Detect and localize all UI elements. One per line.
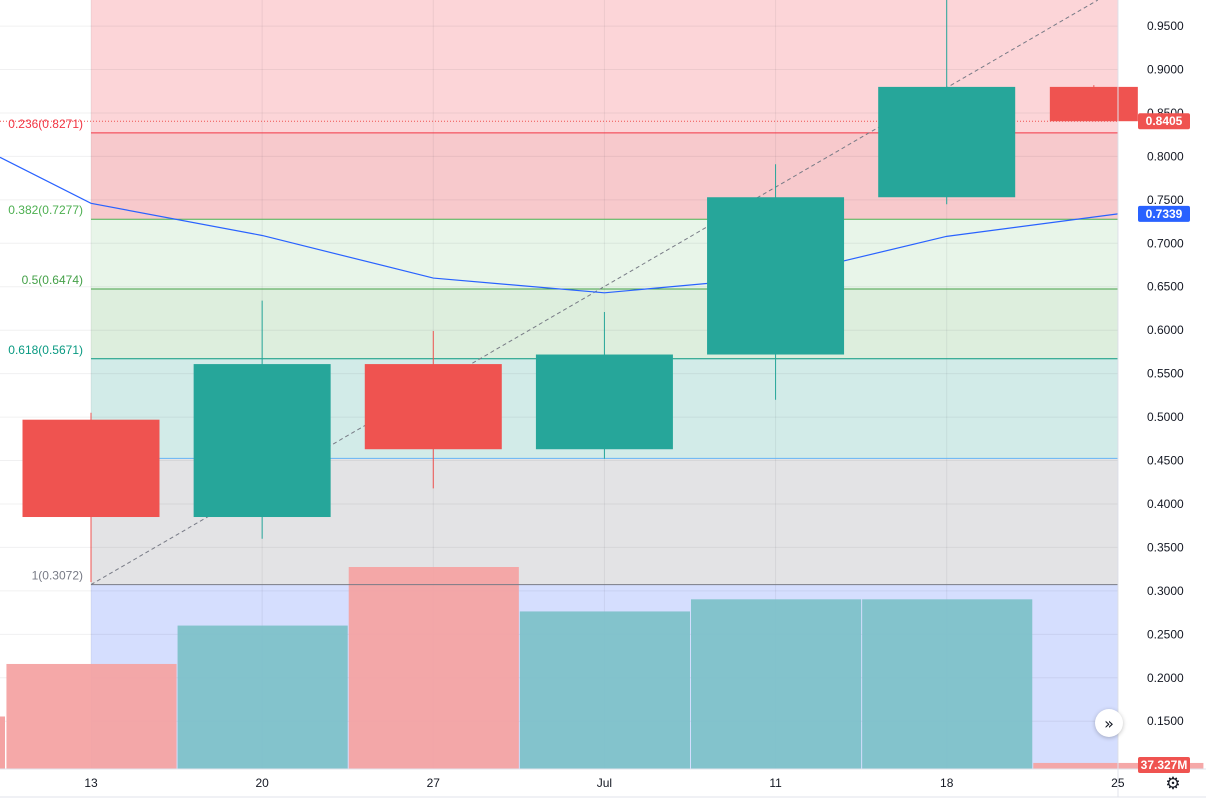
x-tick-label: Jul: [597, 776, 612, 790]
candle-body: [193, 364, 331, 518]
fib-level-label: 0.618(0.5671): [8, 343, 83, 357]
volume-bar: [862, 599, 1033, 769]
candle: [535, 311, 673, 459]
x-tick-label: 13: [84, 776, 98, 790]
volume-bar: [348, 567, 519, 769]
candle: [1049, 85, 1138, 122]
candle: [878, 0, 1016, 205]
last-price-badge: 0.8405: [1146, 114, 1183, 128]
y-tick-label: 0.5000: [1147, 410, 1184, 424]
x-tick-label: 27: [427, 776, 441, 790]
chart-settings-button[interactable]: ⚙: [1162, 773, 1184, 795]
moving-average: [0, 156, 1118, 294]
candle: [707, 164, 845, 400]
y-tick-label: 0.4000: [1147, 497, 1184, 511]
ma-value-badge: 0.7339: [1146, 207, 1183, 221]
moving-average-line: [0, 156, 1118, 294]
candle-body: [364, 364, 502, 450]
y-tick-label: 0.9500: [1147, 19, 1184, 33]
y-tick-label: 0.5500: [1147, 367, 1184, 381]
price-badges: 0.8405 0.7339 37.327M: [1138, 113, 1190, 773]
y-tick-label: 0.7500: [1147, 193, 1184, 207]
x-tick-label: 11: [769, 776, 782, 790]
candle-body: [535, 354, 673, 450]
fib-band: [91, 219, 1118, 290]
x-tick-label: 20: [255, 776, 269, 790]
y-tick-label: 0.9000: [1147, 63, 1184, 77]
volume-bar: [177, 625, 348, 769]
candle-body: [22, 419, 160, 518]
fib-level-label: 0.236(0.8271): [8, 117, 83, 131]
candle: [22, 412, 160, 583]
candle: [364, 331, 502, 489]
volume-bar: [6, 663, 177, 769]
candle-body: [707, 197, 845, 355]
y-tick-label: 0.3500: [1147, 540, 1184, 554]
fib-level-label: 1(0.3072): [32, 569, 83, 583]
scroll-to-realtime-button[interactable]: »: [1095, 709, 1123, 737]
candle-body: [878, 86, 1016, 198]
fib-level-label: 0.5(0.6474): [22, 273, 83, 287]
y-tick-label: 0.7000: [1147, 236, 1184, 250]
volume-badge-bg: [1138, 757, 1190, 773]
candle-body: [1049, 86, 1138, 122]
volume-badge: 37.327M: [1141, 758, 1188, 772]
y-tick-label: 0.6500: [1147, 280, 1184, 294]
volume-bars: [0, 567, 1204, 769]
x-tick-label: 18: [940, 776, 954, 790]
gear-icon: ⚙: [1165, 774, 1181, 794]
fib-level-label: 0.382(0.7277): [8, 203, 83, 217]
candle: [193, 300, 331, 539]
ma-value-badge-bg: [1138, 205, 1190, 222]
y-tick-label: 0.3000: [1147, 584, 1184, 598]
y-tick-label: 0.2000: [1147, 671, 1184, 685]
volume-bar: [519, 611, 690, 769]
y-tick-label: 0.4500: [1147, 454, 1184, 468]
candles: [22, 0, 1138, 583]
y-tick-label: 0.6000: [1147, 323, 1184, 337]
last-price-badge-bg: [1138, 113, 1190, 130]
double-chevron-right-icon: »: [1104, 713, 1114, 733]
y-tick-label: 0.8000: [1147, 149, 1184, 163]
x-tick-label: 25: [1111, 776, 1125, 790]
y-tick-label: 0.2500: [1147, 627, 1184, 641]
volume-bar: [690, 599, 862, 769]
volume-bar: [0, 716, 5, 769]
y-tick-label: 0.1500: [1147, 714, 1184, 728]
